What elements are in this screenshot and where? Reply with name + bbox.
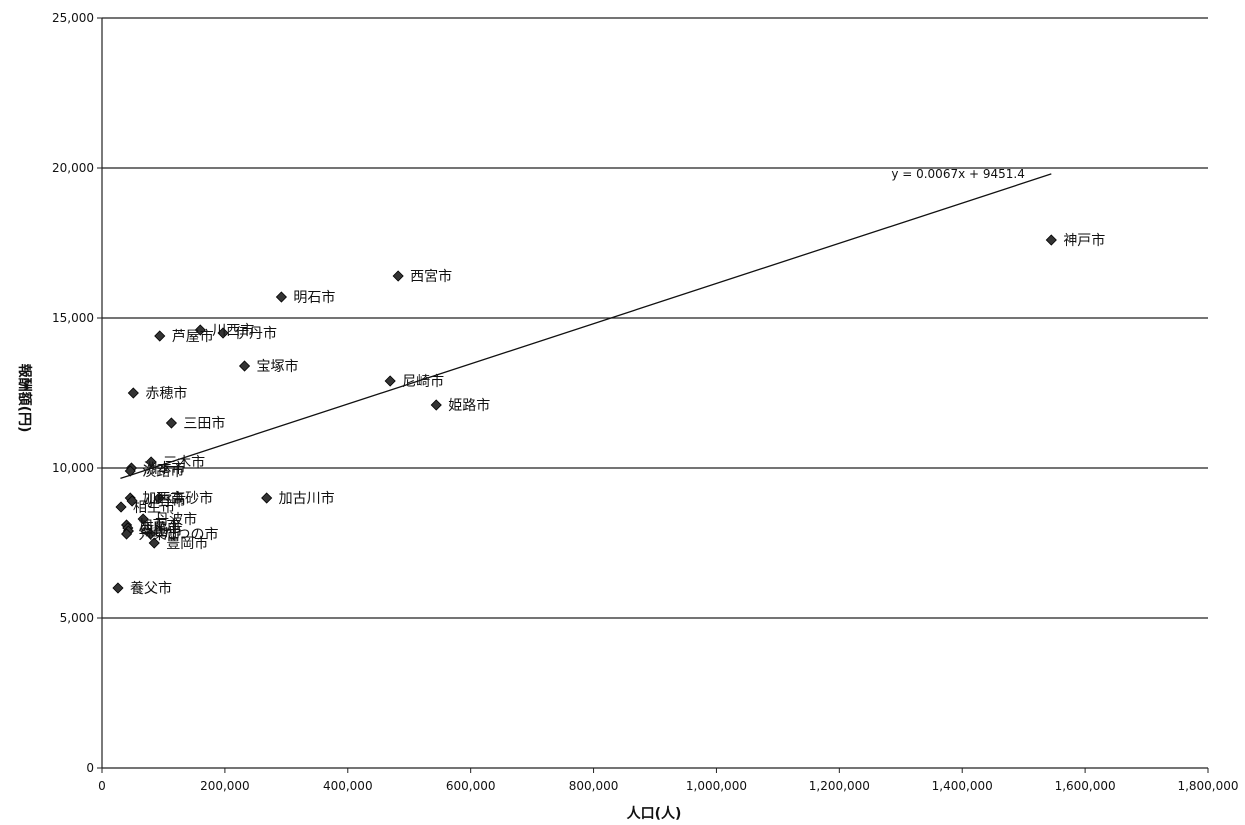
data-point: [121, 528, 133, 540]
data-point: [112, 582, 124, 594]
point-label: 高砂市: [171, 490, 213, 507]
data-point: [144, 528, 157, 540]
point-label: 加古川市: [279, 490, 335, 507]
point-label: 宝塚市: [257, 358, 299, 375]
data-point: [115, 501, 127, 513]
x-tick-label: 1,800,000: [1177, 779, 1238, 793]
y-tick-label: 5,000: [60, 611, 94, 625]
point-label: 加西市: [142, 490, 184, 507]
data-point: [153, 492, 165, 504]
x-tick-label: 200,000: [200, 779, 250, 793]
y-tick-label: 0: [86, 761, 94, 775]
y-tick-label: 20,000: [52, 161, 94, 175]
point-label: 淡路市: [142, 463, 184, 480]
trendline: [120, 173, 1052, 480]
y-tick-label: 15,000: [52, 311, 94, 325]
data-point: [392, 270, 404, 282]
x-tick-label: 600,000: [446, 779, 496, 793]
point-label: 加東市: [139, 517, 181, 534]
y-tick-label: 25,000: [52, 11, 94, 25]
point-label: 神戸市: [1063, 232, 1105, 249]
point-label: 芦屋市: [172, 328, 214, 345]
gridlines: [102, 17, 1208, 619]
data-point: [148, 537, 160, 549]
data-point: [145, 456, 157, 468]
point-label: 宍粟市: [139, 526, 181, 543]
x-tick-label: 800,000: [569, 779, 619, 793]
point-label: 丹波市: [155, 511, 197, 528]
x-tick-label: 1,400,000: [932, 779, 993, 793]
data-point: [154, 330, 166, 342]
point-label: 小野市: [144, 493, 186, 510]
point-label: 豊岡市: [166, 535, 208, 552]
data-point: [194, 324, 206, 336]
trendline-equation: y = 0.0067x + 9451.4: [891, 167, 1025, 181]
data-point: [430, 399, 442, 411]
data-point: [124, 465, 136, 477]
point-label: たつの市: [163, 526, 219, 543]
data-point: [137, 513, 149, 525]
data-point: [217, 327, 229, 339]
data-point: [261, 492, 273, 504]
data-point: [1045, 234, 1057, 246]
point-label: 西脇市: [140, 520, 182, 537]
x-tick-label: 0: [98, 779, 106, 793]
data-point: [238, 360, 251, 372]
point-label: 西宮市: [410, 268, 452, 285]
x-tick-label: 400,000: [323, 779, 373, 793]
data-point: [126, 495, 138, 507]
y-tick-labels: 0 5,000 10,000 15,000 20,000 25,000: [52, 11, 94, 775]
x-tick-label: 1,200,000: [809, 779, 870, 793]
point-label: 養父市: [130, 580, 172, 597]
data-point: [275, 291, 287, 303]
y-axis-title: 報酬額(円): [16, 364, 33, 433]
x-tick-label: 1,000,000: [686, 779, 747, 793]
point-label: 明石市: [293, 289, 335, 306]
point-label: 伊丹市: [235, 325, 277, 342]
point-label: 相生市: [133, 499, 175, 516]
data-point: [127, 387, 139, 399]
point-label: 川西市: [212, 322, 254, 339]
axes: [97, 17, 1209, 773]
point-label: 赤穂市: [145, 385, 187, 402]
y-tick-label: 10,000: [52, 461, 94, 475]
point-label: 三木市: [163, 454, 205, 471]
point-label: 篠山市: [140, 523, 182, 540]
point-label: 尼崎市: [402, 373, 444, 390]
point-label: 洲本市: [143, 460, 185, 477]
data-points: [112, 234, 1057, 594]
x-tick-labels: 0 200,000 400,000 600,000 800,000 1,000,000 1,…: [98, 779, 1238, 793]
data-point: [165, 417, 177, 429]
data-point: [384, 375, 396, 387]
x-tick-label: 1,600,000: [1055, 779, 1116, 793]
x-axis-title: 人口(人): [627, 805, 682, 822]
point-label: 三田市: [183, 415, 225, 432]
point-label: 姫路市: [448, 397, 490, 414]
trendline-group: y = 0.0067x + 9451.4: [120, 167, 1052, 480]
